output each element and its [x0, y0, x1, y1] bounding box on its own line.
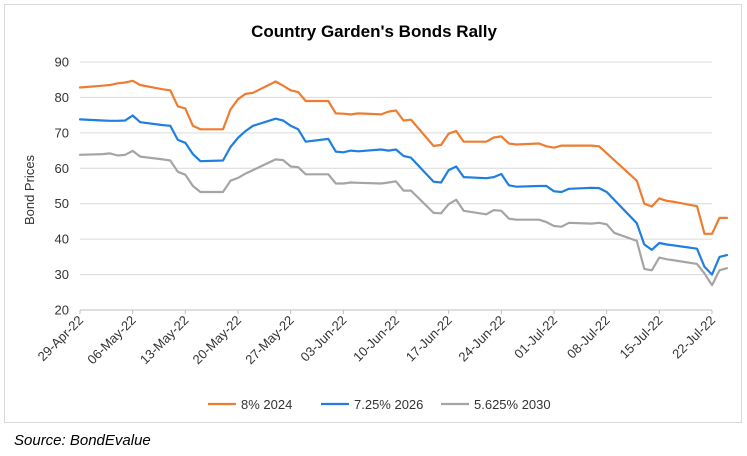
x-tick-label: 06-May-22 — [84, 313, 139, 368]
series-lines — [78, 79, 729, 287]
x-tick-label: 01-Jul-22 — [511, 313, 560, 362]
x-tick-label: 17-Jun-22 — [403, 313, 455, 365]
gridlines — [80, 61, 712, 311]
source-note: Source: BondEvalue — [14, 432, 151, 449]
x-tick-label: 10-Jun-22 — [350, 313, 402, 365]
y-tick-label: 80 — [55, 90, 69, 105]
series-line-1 — [78, 79, 729, 235]
x-tick-label: 08-Jul-22 — [564, 313, 613, 362]
legend-label: 5.625% 2030 — [474, 397, 551, 412]
series-line-2 — [78, 114, 729, 276]
chart-frame: Country Garden's Bonds Rally 20 30 40 50 60 7… — [4, 4, 742, 423]
y-tick-label: 30 — [55, 267, 69, 282]
x-tick-label: 15-Jul-22 — [617, 313, 666, 362]
x-tick-label: 29-Apr-22 — [35, 313, 86, 364]
y-axis-ticks: 20 30 40 50 60 70 80 90 — [55, 55, 69, 318]
chart-title: Country Garden's Bonds Rally — [251, 22, 497, 41]
x-tick-label: 27-May-22 — [242, 313, 297, 368]
legend-label: 7.25% 2026 — [354, 397, 423, 412]
y-tick-label: 70 — [55, 125, 69, 140]
line-chart: Country Garden's Bonds Rally 20 30 40 50 60 7… — [22, 22, 729, 412]
y-tick-label: 50 — [55, 196, 69, 211]
x-axis-ticks: 29-Apr-2206-May-2213-May-2220-May-2227-M… — [35, 309, 718, 368]
x-tick-label: 03-Jun-22 — [297, 313, 349, 365]
legend-label: 8% 2024 — [241, 397, 292, 412]
y-tick-label: 90 — [55, 55, 69, 70]
series-line-3 — [78, 149, 729, 287]
x-tick-label: 24-Jun-22 — [455, 313, 507, 365]
y-tick-label: 20 — [55, 303, 69, 318]
x-tick-label: 20-May-22 — [190, 313, 245, 368]
y-axis-label: Bond Prices — [22, 154, 37, 225]
x-tick-label: 13-May-22 — [137, 313, 192, 368]
y-tick-label: 60 — [55, 161, 69, 176]
legend: 8% 2024 7.25% 2026 5.625% 2030 — [208, 397, 551, 412]
x-tick-label: 22-Jul-22 — [669, 313, 718, 362]
y-tick-label: 40 — [55, 232, 69, 247]
